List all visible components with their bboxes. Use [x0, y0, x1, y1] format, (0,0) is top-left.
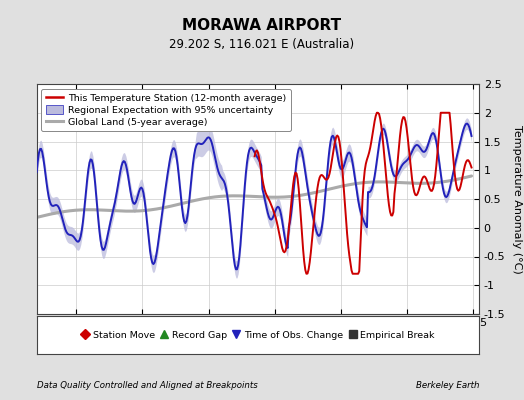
Legend: Station Move, Record Gap, Time of Obs. Change, Empirical Break: Station Move, Record Gap, Time of Obs. C…	[79, 328, 438, 342]
Legend: This Temperature Station (12-month average), Regional Expectation with 95% uncer: This Temperature Station (12-month avera…	[41, 89, 291, 131]
Text: Berkeley Earth: Berkeley Earth	[416, 381, 479, 390]
Text: 29.202 S, 116.021 E (Australia): 29.202 S, 116.021 E (Australia)	[169, 38, 355, 51]
Y-axis label: Temperature Anomaly (°C): Temperature Anomaly (°C)	[512, 125, 522, 273]
Text: MORAWA AIRPORT: MORAWA AIRPORT	[182, 18, 342, 33]
Text: Data Quality Controlled and Aligned at Breakpoints: Data Quality Controlled and Aligned at B…	[37, 381, 257, 390]
